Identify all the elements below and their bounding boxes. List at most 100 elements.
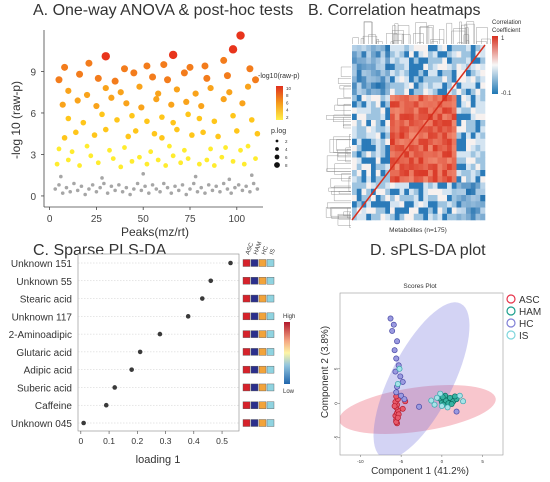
x-tick-label: 0 xyxy=(78,436,83,446)
heatmap-cell xyxy=(475,138,481,146)
heatmap-cell xyxy=(404,120,410,127)
category-label: Adipic acid xyxy=(24,366,72,377)
heatmap-cell xyxy=(466,120,472,127)
panel-c-legend-high: High xyxy=(283,314,295,320)
heatmap-cell xyxy=(447,76,453,83)
data-point xyxy=(241,161,247,167)
heatmap-cell xyxy=(404,88,410,96)
heatmap-cell xyxy=(418,151,424,158)
heatmap-cell xyxy=(390,195,396,202)
heatmap-cell xyxy=(461,126,467,133)
heatmap-cell xyxy=(352,163,358,171)
score-point-is xyxy=(444,404,451,411)
heatmap-cell xyxy=(366,120,372,127)
heatmap-cell xyxy=(437,170,443,177)
heatmap-cell xyxy=(385,195,391,202)
data-point xyxy=(153,96,160,103)
data-point xyxy=(223,72,231,80)
heatmap-cell xyxy=(423,70,429,77)
heatmap-cell xyxy=(352,101,358,108)
heatmap-cell xyxy=(371,157,377,165)
heatmap-cell xyxy=(466,188,472,196)
score-point-is xyxy=(394,381,401,387)
heatmap-cell xyxy=(442,120,448,127)
data-point xyxy=(223,145,228,150)
heatmap-cell xyxy=(390,151,396,158)
heatmap-cell xyxy=(371,95,377,102)
heatmap-cell xyxy=(409,51,415,58)
heatmap-cell xyxy=(456,138,462,146)
heatmap-cell xyxy=(451,170,457,177)
data-point xyxy=(147,191,151,195)
heatmap-cell xyxy=(399,126,405,133)
heatmap-cell xyxy=(371,82,377,90)
heatmap-cell xyxy=(366,113,372,121)
heatmap-cell xyxy=(475,113,481,121)
size-legend-dot xyxy=(274,162,280,168)
data-point xyxy=(201,62,209,70)
heatmap-cell xyxy=(399,207,405,215)
group-indicator-square xyxy=(258,330,267,338)
data-point xyxy=(73,129,79,136)
column-dendrogram-branch xyxy=(368,34,377,44)
heatmap-cell xyxy=(475,120,481,127)
heatmap-cell xyxy=(437,188,443,196)
heatmap-cell xyxy=(461,151,467,158)
heatmap-cell xyxy=(413,138,419,146)
heatmap-cell xyxy=(466,182,472,190)
column-dendrogram-branch xyxy=(392,40,403,44)
heatmap-cell xyxy=(361,207,367,215)
heatmap-cell xyxy=(480,63,486,71)
heatmap-cell xyxy=(385,95,391,102)
data-point xyxy=(218,189,222,194)
heatmap-cell xyxy=(432,57,438,65)
data-point xyxy=(186,63,194,71)
heatmap-cell xyxy=(466,195,472,202)
data-point xyxy=(139,188,144,193)
heatmap-cell xyxy=(409,195,415,202)
heatmap-cell xyxy=(475,207,481,215)
heatmap-cell xyxy=(385,145,391,152)
row-dendrogram-branch xyxy=(343,124,351,129)
heatmap-cell xyxy=(423,163,429,171)
x-tick-label: 0.2 xyxy=(131,436,143,446)
heatmap-cell xyxy=(466,151,472,158)
heatmap-cell xyxy=(375,70,381,77)
data-point xyxy=(144,118,150,125)
row-dendrogram-branch xyxy=(328,187,351,192)
heatmap-cell xyxy=(442,57,448,65)
heatmap-cell xyxy=(480,70,486,77)
heatmap-cell xyxy=(380,126,386,133)
heatmap-cell xyxy=(447,201,453,208)
data-point xyxy=(54,161,60,167)
heatmap-cell xyxy=(418,82,424,90)
heatmap-cell xyxy=(475,76,481,83)
heatmap-cell xyxy=(361,120,367,127)
heatmap-cell xyxy=(394,70,400,77)
data-point xyxy=(65,87,72,94)
data-point xyxy=(198,102,205,110)
heatmap-cell xyxy=(437,70,443,77)
heatmap-cell xyxy=(385,213,391,221)
data-point xyxy=(210,188,215,193)
data-point xyxy=(208,146,213,152)
data-point xyxy=(173,184,177,189)
data-point xyxy=(60,191,65,195)
data-point xyxy=(199,185,204,190)
heatmap-cell xyxy=(394,195,400,202)
data-point xyxy=(163,163,169,168)
data-point xyxy=(236,31,245,40)
heatmap-cell xyxy=(456,201,462,208)
color-legend-tick: 4 xyxy=(286,108,289,113)
heatmap-cell xyxy=(466,145,472,152)
heatmap-cell xyxy=(432,45,438,52)
score-point-hc xyxy=(399,378,406,385)
heatmap-cell xyxy=(447,51,453,58)
heatmap-cell xyxy=(437,126,443,133)
heatmap-cell xyxy=(356,88,362,96)
column-dendrogram-branch xyxy=(431,41,438,44)
heatmap-cell xyxy=(461,63,467,71)
score-point-asc xyxy=(399,405,406,412)
heatmap-cell xyxy=(475,145,481,152)
heatmap-cell xyxy=(451,76,457,83)
